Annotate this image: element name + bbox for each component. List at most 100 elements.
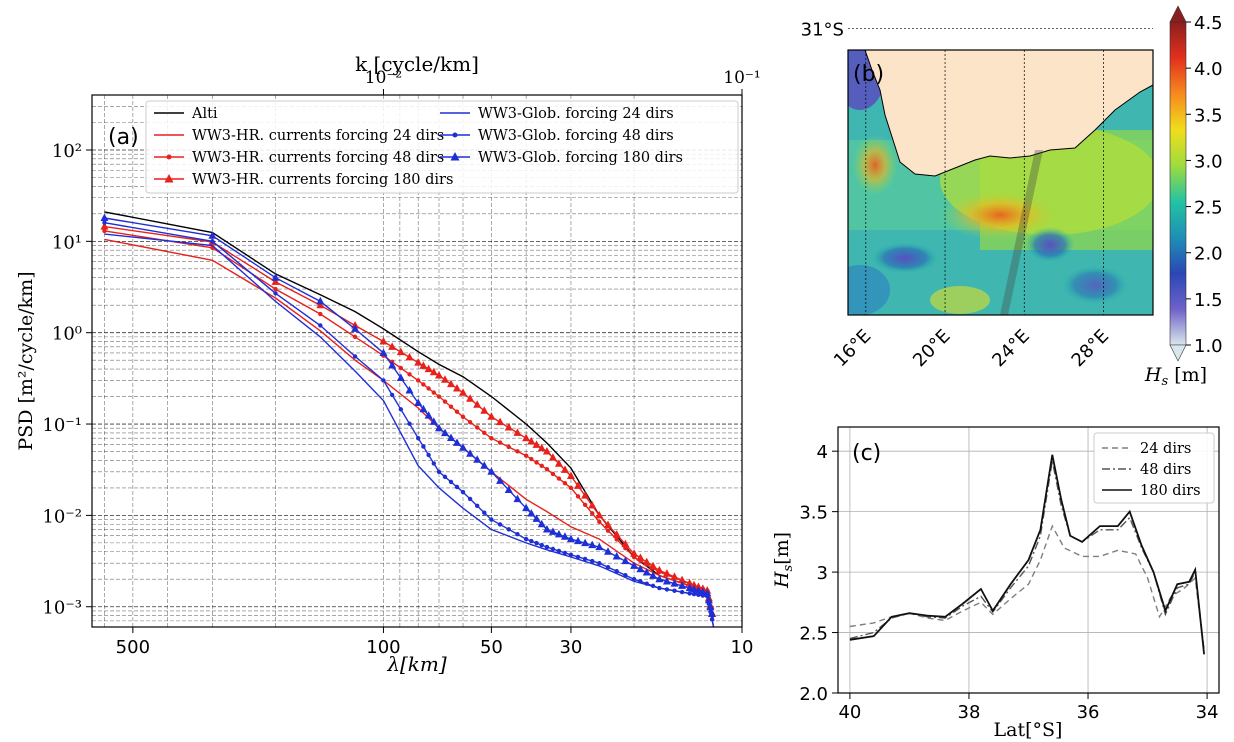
series-marker xyxy=(473,455,482,463)
series-marker xyxy=(496,476,505,484)
series-marker xyxy=(588,540,597,549)
series-marker xyxy=(708,609,717,618)
y-tick-label: 10⁻¹ xyxy=(42,415,82,436)
colorbar-tick-label: 4.0 xyxy=(1194,59,1223,80)
series-marker xyxy=(459,388,468,396)
series-marker xyxy=(696,592,701,598)
series-marker xyxy=(529,456,534,462)
series-marker xyxy=(480,461,489,469)
map-lat-tick-label: 31°S xyxy=(801,20,844,41)
series-marker xyxy=(489,435,494,441)
panel-c-x-label: Lat[°S] xyxy=(994,719,1063,741)
panel-a-y-label: PSD [m²/cycle/km] xyxy=(15,271,37,450)
series-marker xyxy=(595,542,604,551)
series-marker xyxy=(459,443,468,451)
series-marker xyxy=(532,440,541,448)
series-marker xyxy=(532,514,541,522)
series-marker xyxy=(487,412,496,420)
series-marker xyxy=(655,574,664,583)
colorbar: 1.0 1.5 2.0 2.5 3.0 3.5 4.0 4.5 Hs [m] xyxy=(1144,5,1223,389)
series-marker xyxy=(636,564,645,573)
series-marker xyxy=(453,438,462,446)
series-marker xyxy=(429,417,438,425)
series-marker xyxy=(706,602,715,611)
series-marker xyxy=(473,400,482,408)
map-field xyxy=(848,50,1153,315)
series-marker xyxy=(542,525,551,533)
series-line xyxy=(849,524,1205,651)
series-marker xyxy=(506,527,511,532)
series-marker xyxy=(100,213,109,222)
series-marker xyxy=(454,484,460,490)
series-marker xyxy=(550,471,556,477)
series-marker xyxy=(630,561,639,569)
y-tick-label: 3.5 xyxy=(799,503,828,524)
series-marker xyxy=(210,239,215,244)
series-marker xyxy=(414,358,423,366)
series-marker xyxy=(208,231,217,239)
panel-a-label: (a) xyxy=(108,125,139,150)
series-marker xyxy=(542,447,551,455)
map-lon-tick-label: 24°E xyxy=(988,326,1033,371)
series-marker xyxy=(588,501,597,509)
series-marker xyxy=(685,578,694,587)
series-marker xyxy=(515,449,520,454)
colorbar-tick-label: 4.5 xyxy=(1194,13,1223,34)
series-line xyxy=(849,454,1205,655)
legend-label: 180 dirs xyxy=(1140,483,1201,499)
series-marker xyxy=(504,485,513,493)
series-marker xyxy=(698,587,707,596)
series-marker xyxy=(614,537,619,542)
series-marker xyxy=(405,352,414,361)
map-high-wave-area xyxy=(940,190,1060,240)
series-marker xyxy=(612,530,621,538)
colorbar-label: Hs [m] xyxy=(1144,364,1207,389)
panel-a-series xyxy=(100,211,717,628)
series-marker xyxy=(690,580,699,589)
panel-a: 500 100 50 30 10 10⁻² 10⁻¹ 10⁻³ 10⁻² 10⁻¹ 10⁰ 10¹ 10… xyxy=(15,52,761,676)
panel-c-frame xyxy=(837,426,1220,694)
series-marker xyxy=(522,503,531,512)
series-marker xyxy=(621,556,630,565)
series-marker xyxy=(441,428,450,437)
series-marker xyxy=(605,564,611,570)
series-marker xyxy=(630,549,639,557)
series-marker xyxy=(548,453,557,461)
colorbar-tick-label: 3.0 xyxy=(1194,151,1223,172)
series-marker xyxy=(534,540,539,546)
series-marker xyxy=(419,361,428,369)
series-marker xyxy=(431,461,437,466)
x-tick-label: 100 xyxy=(366,637,400,658)
legend-marker xyxy=(164,174,174,183)
series-marker xyxy=(539,542,544,548)
series-marker xyxy=(631,577,637,582)
series-marker xyxy=(426,386,431,391)
series-marker xyxy=(574,481,583,489)
series-marker xyxy=(597,560,602,566)
series-marker xyxy=(657,585,662,591)
panel-a-frame xyxy=(91,94,743,628)
series-marker xyxy=(273,286,278,292)
legend-label: 24 dirs xyxy=(1140,441,1191,457)
panel-c-legend-box xyxy=(1093,432,1215,504)
series-marker xyxy=(506,444,511,450)
series-marker xyxy=(679,589,685,595)
map-gridlines xyxy=(848,28,1153,315)
series-marker xyxy=(436,469,442,475)
series-marker xyxy=(523,453,529,458)
series-marker xyxy=(534,460,539,465)
series-marker xyxy=(271,277,280,285)
colorbar-min-extension xyxy=(1169,344,1187,362)
panel-c-legend: 24 dirs 48 dirs 180 dirs xyxy=(1093,432,1215,504)
series-marker xyxy=(489,517,494,522)
x-tick-label: 38 xyxy=(958,702,981,723)
series-marker xyxy=(568,552,574,558)
series-marker xyxy=(662,569,671,577)
series-marker xyxy=(424,411,433,419)
series-marker xyxy=(544,467,550,472)
legend-label: WW3-HR. currents forcing 24 dirs xyxy=(192,128,444,144)
series-marker xyxy=(582,556,588,562)
series-marker xyxy=(582,502,588,508)
series-marker xyxy=(389,392,395,398)
